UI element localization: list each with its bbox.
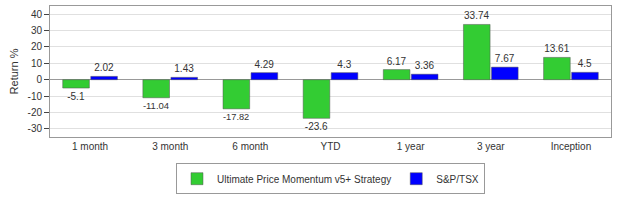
svg-text:3 month: 3 month [152, 141, 188, 152]
svg-text:4.5: 4.5 [578, 58, 592, 69]
svg-text:-30: -30 [28, 123, 43, 134]
svg-text:4.29: 4.29 [254, 59, 274, 70]
svg-text:Return %: Return % [8, 48, 20, 94]
svg-text:Ultimate Price Momentum v5+ St: Ultimate Price Momentum v5+ Strategy [217, 174, 391, 185]
svg-text:6 month: 6 month [232, 141, 268, 152]
svg-text:YTD: YTD [321, 141, 341, 152]
svg-text:13.61: 13.61 [544, 43, 569, 54]
svg-text:2.02: 2.02 [94, 62, 114, 73]
svg-text:40: 40 [31, 9, 43, 20]
svg-text:33.74: 33.74 [464, 10, 489, 21]
svg-text:30: 30 [31, 25, 43, 36]
svg-text:-20: -20 [28, 107, 43, 118]
svg-text:-10: -10 [28, 91, 43, 102]
svg-text:3 year: 3 year [477, 141, 505, 152]
svg-text:1 month: 1 month [72, 141, 108, 152]
svg-text:0: 0 [36, 74, 42, 85]
svg-text:1 year: 1 year [397, 141, 425, 152]
svg-text:7.67: 7.67 [495, 53, 515, 64]
svg-text:-5.1: -5.1 [67, 91, 85, 102]
svg-text:20: 20 [31, 41, 43, 52]
svg-text:-11.04: -11.04 [143, 100, 169, 111]
svg-text:Inception: Inception [551, 141, 592, 152]
svg-text:3.36: 3.36 [415, 60, 435, 71]
svg-text:4.3: 4.3 [337, 59, 351, 70]
svg-text:-23.6: -23.6 [305, 121, 328, 132]
svg-text:10: 10 [31, 58, 43, 69]
svg-text:1.43: 1.43 [174, 63, 194, 74]
svg-text:-17.82: -17.82 [223, 112, 249, 122]
svg-text:6.17: 6.17 [387, 56, 407, 67]
svg-text:S&P/TSX: S&P/TSX [436, 174, 479, 185]
